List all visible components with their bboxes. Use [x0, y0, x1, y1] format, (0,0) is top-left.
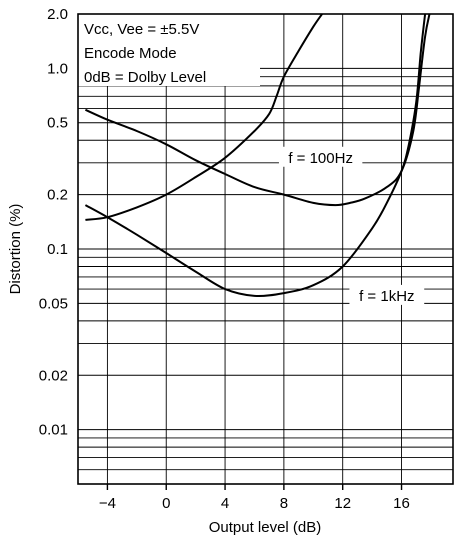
y-tick-label: 0.2 — [47, 187, 68, 204]
x-tick-label: 8 — [280, 495, 288, 512]
y-tick-label: 1.0 — [47, 60, 68, 77]
x-axis-label: Output level (dB) — [209, 519, 322, 536]
condition-mode: Encode Mode — [84, 45, 177, 62]
x-tick-label: 16 — [393, 495, 410, 512]
grid — [78, 14, 453, 484]
series-group — [84, 13, 431, 298]
y-tick-label: 0.01 — [39, 422, 68, 439]
series-annotation: f = 1kHz — [359, 288, 414, 305]
conditions-box — [78, 14, 260, 86]
annotations: f = 100Hz f = 1kHz — [278, 146, 425, 305]
y-axis-label: Distortion (%) — [7, 204, 24, 295]
series-line-100hz — [84, 13, 431, 207]
y-tick-label: 2.0 — [47, 6, 68, 23]
x-tick-label: 4 — [221, 495, 229, 512]
annotation-bg — [349, 284, 425, 305]
y-tick-label: 0.02 — [39, 367, 68, 384]
x-tick-label: 0 — [162, 495, 170, 512]
series-annotation: f = 100Hz — [288, 150, 353, 167]
x-tick-label: 12 — [334, 495, 351, 512]
x-tick-label: −4 — [99, 495, 116, 512]
y-tick-label: 0.05 — [39, 295, 68, 312]
annotation-bg — [278, 146, 363, 167]
y-tick-label: 0.1 — [47, 241, 68, 258]
condition-supply: Vcc, Vee = ±5.5V — [84, 21, 199, 38]
series-line-third — [85, 13, 323, 221]
plot-frame — [77, 13, 454, 485]
condition-reference: 0dB = Dolby Level — [84, 69, 206, 86]
y-tick-label: 0.5 — [47, 115, 68, 132]
x-ticks: −4 0 4 8 12 16 — [99, 484, 410, 512]
y-ticks: 0.01 0.02 0.05 0.1 0.2 0.5 1.0 2.0 — [39, 6, 68, 439]
series-line-1khz — [84, 13, 427, 298]
